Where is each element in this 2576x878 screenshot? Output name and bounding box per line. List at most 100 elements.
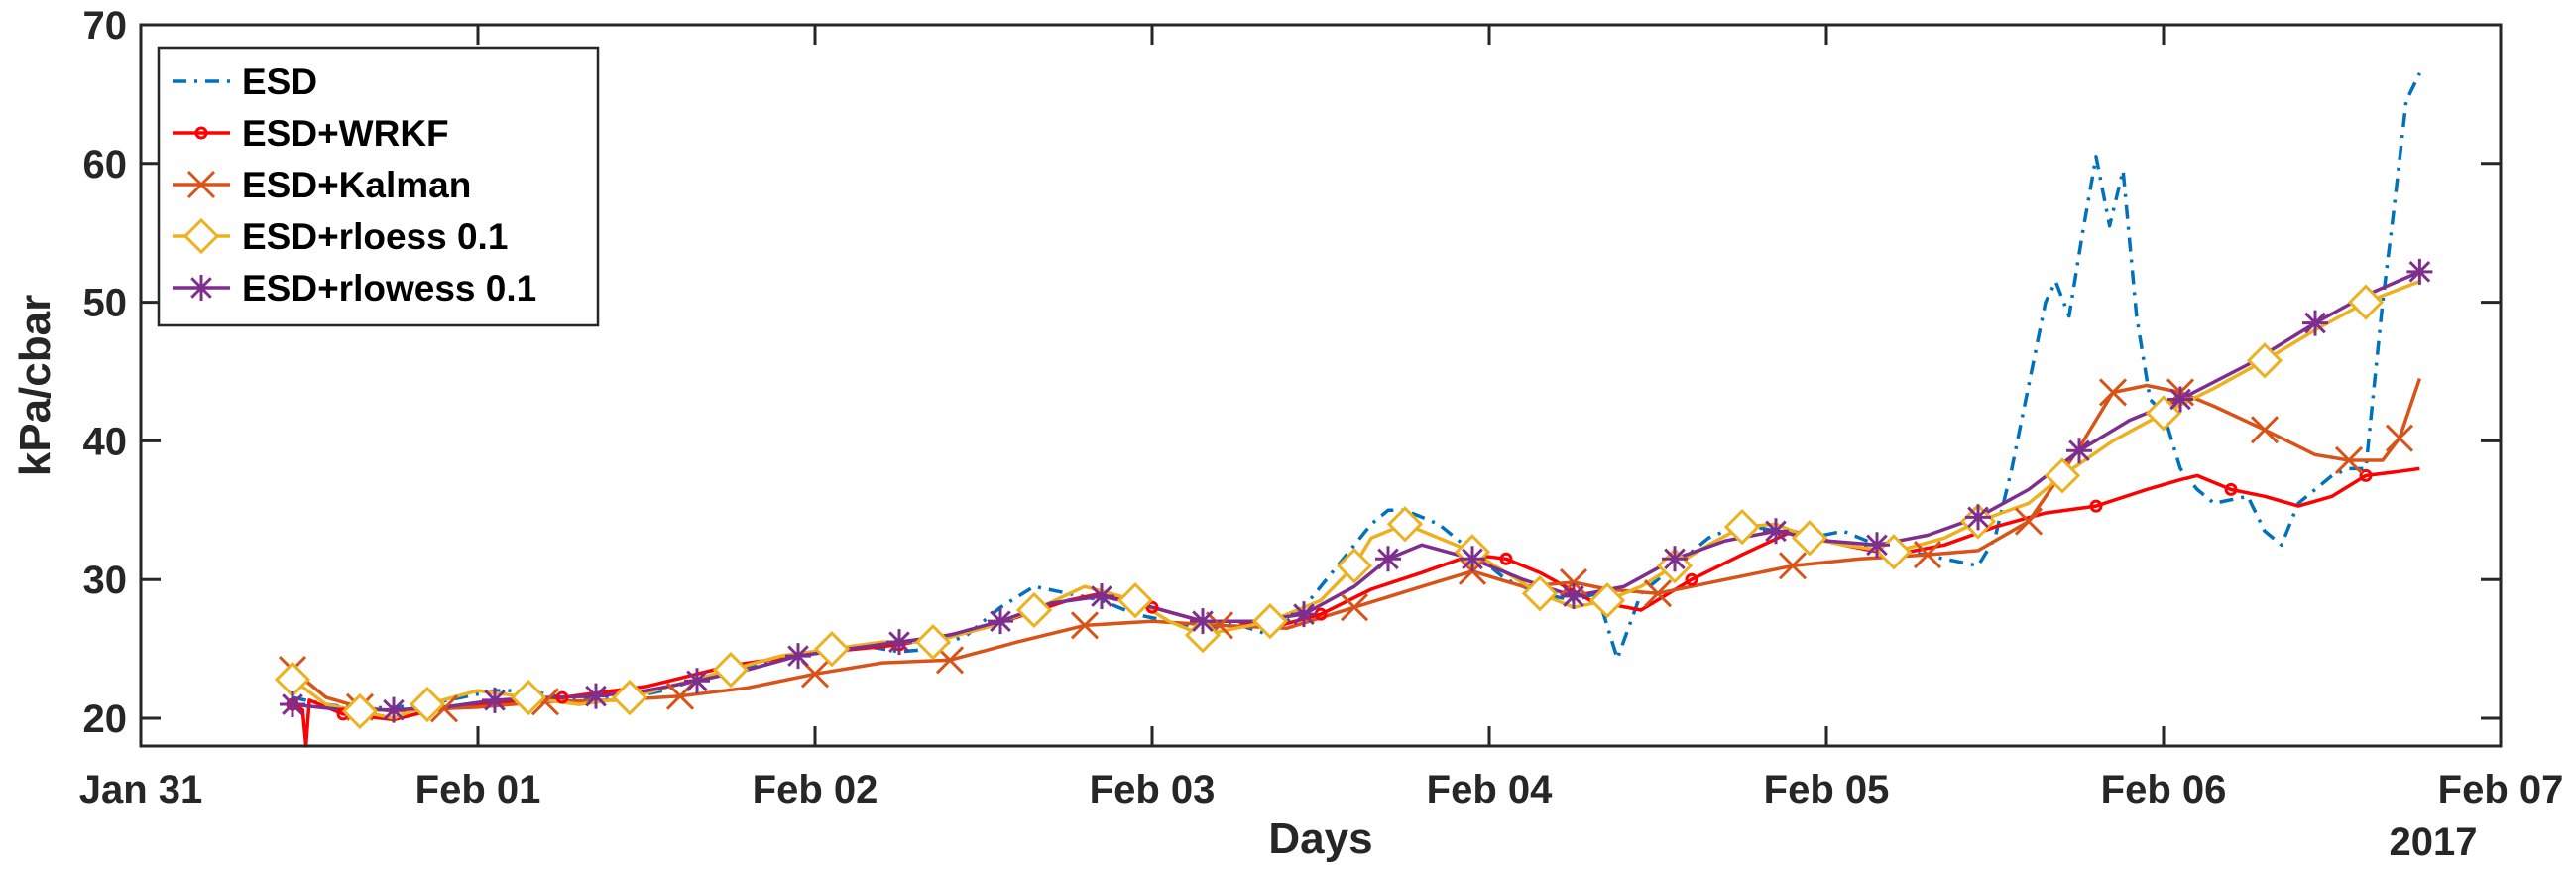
x-tick-labels: Jan 31 Feb 01 Feb 02 Feb 03 Feb 04 Feb 05 Feb …: [79, 768, 2564, 812]
diamond-marker: [182, 217, 220, 255]
y-tick-label: 20: [83, 697, 128, 741]
circle-marker: [2089, 499, 2103, 513]
asterisk-marker: [2302, 310, 2328, 336]
asterisk-marker: [1864, 532, 1890, 559]
circle-marker: [1499, 552, 1513, 565]
legend: ESD ESD+WRKF ESD+Kalman ESD+rloess 0.1 ESD+r…: [157, 46, 600, 327]
x-marker: [1559, 567, 1588, 597]
asterisk-marker: [886, 629, 912, 656]
x-tick-label: Feb 04: [1427, 768, 1553, 812]
x-tick-label: Feb 03: [1090, 768, 1216, 812]
asterisk-marker: [988, 608, 1013, 635]
asterisk-marker: [1291, 601, 1317, 628]
x-marker: [2098, 378, 2128, 407]
x-marker: [2250, 416, 2280, 444]
y-tick-labels: 20 30 40 50 60 70: [83, 4, 128, 741]
asterisk-marker: [1965, 504, 1991, 531]
y-tick-label: 70: [83, 4, 128, 48]
diamond-marker: [1521, 575, 1559, 612]
legend-label-3: ESD+rloess 0.1: [242, 216, 508, 257]
diamond-marker: [2044, 457, 2081, 494]
asterisk-marker: [1662, 546, 1688, 572]
x-marker: [2334, 445, 2364, 475]
x-tick-label: Feb 01: [415, 768, 541, 812]
x-tick-label: Feb 02: [753, 768, 878, 812]
circle-marker: [194, 126, 208, 140]
circle-marker: [2359, 468, 2373, 482]
x-tick-label: Feb 05: [1764, 768, 1890, 812]
x-marker: [1340, 593, 1369, 622]
asterisk-marker: [684, 668, 710, 694]
diamond-marker: [813, 631, 851, 668]
diamond-marker: [914, 624, 952, 661]
circle-marker: [2224, 482, 2238, 496]
year-label: 2017: [2390, 820, 2478, 864]
x-marker: [2014, 507, 2044, 536]
y-tick-label: 60: [83, 143, 128, 187]
diamond-marker: [341, 692, 379, 730]
diamond-marker: [1875, 534, 1913, 570]
diamond-marker: [409, 686, 446, 723]
y-tick-label: 50: [83, 282, 128, 325]
asterisk-marker: [381, 696, 407, 723]
x-tick-label: Jan 31: [79, 768, 203, 812]
y-axis-title: kPa/cbar: [11, 295, 59, 476]
legend-label-4: ESD+rlowess 0.1: [242, 268, 536, 309]
diamond-marker: [1251, 603, 1289, 640]
series-markers-4: [280, 258, 2433, 723]
x-tick-label: Feb 07: [2438, 768, 2564, 812]
y-tick-label: 40: [83, 420, 128, 463]
asterisk-marker: [1375, 546, 1401, 572]
diamond-marker: [1116, 582, 1154, 619]
plot-frame: [139, 23, 2503, 748]
asterisk-marker: [1460, 546, 1485, 572]
legend-marker-4: [188, 275, 214, 301]
asterisk-marker: [1089, 583, 1114, 610]
circle-marker: [1685, 572, 1698, 586]
legend-label-0: ESD: [242, 62, 317, 102]
asterisk-marker: [2406, 258, 2433, 285]
diamond-marker: [1386, 506, 1424, 543]
diamond-marker: [2347, 284, 2385, 320]
diamond-marker: [1723, 508, 1761, 546]
diamond-marker: [611, 679, 648, 716]
asterisk-marker: [280, 691, 305, 718]
circle-marker: [1145, 600, 1159, 614]
x-marker: [1778, 552, 1808, 580]
asterisk-marker: [188, 275, 214, 301]
x-marker: [1070, 611, 1100, 640]
diamond-marker: [1015, 591, 1053, 629]
asterisk-marker: [482, 687, 508, 713]
circle-marker: [555, 690, 569, 704]
x-marker: [1913, 541, 1942, 569]
diamond-marker: [2145, 395, 2182, 432]
diamond-marker: [510, 679, 547, 716]
series-markers: [274, 258, 2433, 730]
asterisk-marker: [2167, 386, 2193, 413]
x-marker: [1643, 579, 1673, 608]
x-tick-label: Feb 06: [2101, 768, 2227, 812]
y-tick-label: 30: [83, 559, 128, 602]
asterisk-marker: [785, 643, 811, 670]
asterisk-marker: [583, 683, 609, 709]
legend-label-1: ESD+WRKF: [242, 113, 449, 154]
x-axis-title: Days: [1268, 815, 1372, 863]
legend-label-2: ESD+Kalman: [242, 165, 471, 205]
diamond-marker: [712, 651, 750, 689]
diamond-marker: [2246, 342, 2283, 379]
legend-marker-3: [182, 217, 220, 255]
legend-marker-2: [186, 170, 216, 199]
asterisk-marker: [2066, 438, 2092, 464]
asterisk-marker: [1190, 608, 1216, 635]
series-line-4: [292, 270, 2421, 712]
x-marker: [186, 170, 216, 199]
diamond-marker: [1791, 520, 1828, 557]
legend-marker-1: [194, 126, 208, 140]
asterisk-marker: [1561, 583, 1586, 610]
x-marker: [2385, 424, 2414, 452]
legend-box: [157, 46, 600, 327]
diamond-marker: [1336, 548, 1373, 584]
diamond-marker: [1588, 582, 1626, 619]
asterisk-marker: [1763, 518, 1789, 545]
